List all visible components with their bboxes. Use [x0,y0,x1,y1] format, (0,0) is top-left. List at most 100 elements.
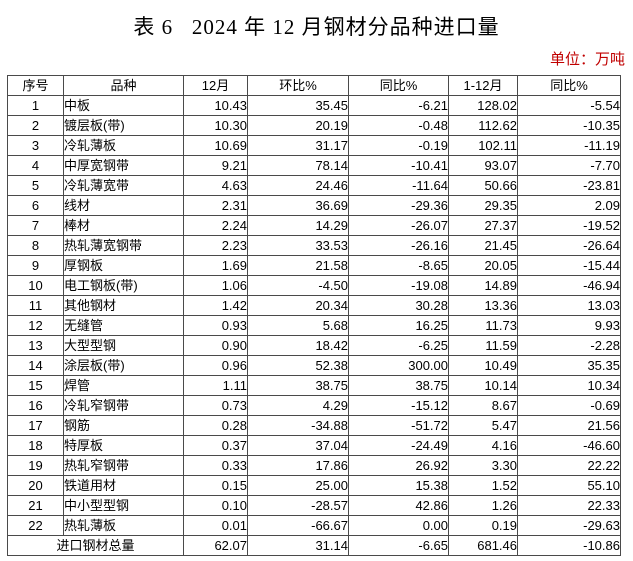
mom-pct-cell: 35.45 [247,95,349,116]
mom-pct-cell: 18.42 [247,335,349,356]
ytd-yoy-pct-cell: 9.93 [517,315,621,336]
ytd-yoy-pct-cell: 22.22 [517,455,621,476]
table-total-row: 进口钢材总量 62.07 31.14 -6.65 681.46 -10.86 [7,535,621,556]
yoy-pct-cell: 15.38 [348,475,449,496]
ytd-yoy-pct-cell: -29.63 [517,515,621,536]
variety-cell: 中厚宽钢带 [63,155,184,176]
mom-pct-cell: 17.86 [247,455,349,476]
header-mom-pct: 环比% [247,75,349,96]
ytd-yoy-pct-cell: 2.09 [517,195,621,216]
yoy-pct-cell: -6.21 [348,95,449,116]
ytd-value-cell: 50.66 [448,175,518,196]
variety-cell: 镀层板(带) [63,115,184,136]
variety-cell: 电工钢板(带) [63,275,184,296]
dec-value-cell: 10.30 [183,115,248,136]
ytd-value-cell: 14.89 [448,275,518,296]
variety-cell: 铁道用材 [63,475,184,496]
variety-cell: 冷轧薄板 [63,135,184,156]
mom-pct-cell: -34.88 [247,415,349,436]
variety-cell: 中小型型钢 [63,495,184,516]
ytd-yoy-pct-cell: -46.94 [517,275,621,296]
table-row: 2 镀层板(带) 10.30 20.19 -0.48 112.62 -10.35 [7,115,621,136]
total-label-cell: 进口钢材总量 [7,535,184,556]
table-row: 10 电工钢板(带) 1.06 -4.50 -19.08 14.89 -46.94 [7,275,621,296]
row-index-cell: 19 [7,455,64,476]
ytd-value-cell: 10.14 [448,375,518,396]
ytd-yoy-pct-cell: -11.19 [517,135,621,156]
ytd-value-cell: 27.37 [448,215,518,236]
yoy-pct-cell: -0.48 [348,115,449,136]
ytd-yoy-pct-cell: 22.33 [517,495,621,516]
ytd-value-cell: 20.05 [448,255,518,276]
dec-value-cell: 0.90 [183,335,248,356]
ytd-value-cell: 11.73 [448,315,518,336]
mom-pct-cell: 31.17 [247,135,349,156]
table-title: 表 6 2024 年 12 月钢材分品种进口量 [133,15,500,39]
ytd-value-cell: 11.59 [448,335,518,356]
mom-pct-cell: 21.58 [247,255,349,276]
ytd-value-cell: 1.26 [448,495,518,516]
ytd-yoy-pct-cell: 13.03 [517,295,621,316]
ytd-value-cell: 681.46 [448,535,518,556]
mom-pct-cell: -4.50 [247,275,349,296]
mom-pct-cell: 52.38 [247,355,349,376]
row-index-cell: 4 [7,155,64,176]
table-row: 5 冷轧薄宽带 4.63 24.46 -11.64 50.66 -23.81 [7,175,621,196]
variety-cell: 线材 [63,195,184,216]
mom-pct-cell: 14.29 [247,215,349,236]
dec-value-cell: 1.69 [183,255,248,276]
row-index-cell: 22 [7,515,64,536]
variety-cell: 冷轧薄宽带 [63,175,184,196]
yoy-pct-cell: 26.92 [348,455,449,476]
yoy-pct-cell: -51.72 [348,415,449,436]
table-row: 14 涂层板(带) 0.96 52.38 300.00 10.49 35.35 [7,355,621,376]
mom-pct-cell: 5.68 [247,315,349,336]
dec-value-cell: 1.06 [183,275,248,296]
dec-value-cell: 0.96 [183,355,248,376]
table-header-row: 序号 品种 12月 环比% 同比% 1-12月 同比% [7,75,621,96]
variety-cell: 钢筋 [63,415,184,436]
yoy-pct-cell: -24.49 [348,435,449,456]
table-row: 6 线材 2.31 36.69 -29.36 29.35 2.09 [7,195,621,216]
dec-value-cell: 0.01 [183,515,248,536]
header-ytd-yoy-pct: 同比% [517,75,621,96]
dec-value-cell: 9.21 [183,155,248,176]
dec-value-cell: 2.23 [183,235,248,256]
ytd-yoy-pct-cell: 10.34 [517,375,621,396]
ytd-value-cell: 1.52 [448,475,518,496]
table-row: 20 铁道用材 0.15 25.00 15.38 1.52 55.10 [7,475,621,496]
ytd-yoy-pct-cell: 21.56 [517,415,621,436]
ytd-value-cell: 128.02 [448,95,518,116]
header-yoy-pct: 同比% [348,75,449,96]
ytd-yoy-pct-cell: -0.69 [517,395,621,416]
yoy-pct-cell: 300.00 [348,355,449,376]
row-index-cell: 17 [7,415,64,436]
ytd-value-cell: 0.19 [448,515,518,536]
row-index-cell: 2 [7,115,64,136]
header-jan-dec: 1-12月 [448,75,518,96]
mom-pct-cell: 78.14 [247,155,349,176]
row-index-cell: 20 [7,475,64,496]
yoy-pct-cell: -0.19 [348,135,449,156]
variety-cell: 焊管 [63,375,184,396]
variety-cell: 无缝管 [63,315,184,336]
ytd-value-cell: 8.67 [448,395,518,416]
table-row: 18 特厚板 0.37 37.04 -24.49 4.16 -46.60 [7,435,621,456]
mom-pct-cell: 4.29 [247,395,349,416]
yoy-pct-cell: -10.41 [348,155,449,176]
yoy-pct-cell: 0.00 [348,515,449,536]
row-index-cell: 18 [7,435,64,456]
row-index-cell: 21 [7,495,64,516]
dec-value-cell: 10.69 [183,135,248,156]
row-index-cell: 16 [7,395,64,416]
row-index-cell: 5 [7,175,64,196]
yoy-pct-cell: -11.64 [348,175,449,196]
ytd-value-cell: 93.07 [448,155,518,176]
mom-pct-cell: 38.75 [247,375,349,396]
table-row: 1 中板 10.43 35.45 -6.21 128.02 -5.54 [7,95,621,116]
mom-pct-cell: 20.34 [247,295,349,316]
dec-value-cell: 0.37 [183,435,248,456]
mom-pct-cell: -28.57 [247,495,349,516]
ytd-yoy-pct-cell: -19.52 [517,215,621,236]
row-index-cell: 13 [7,335,64,356]
